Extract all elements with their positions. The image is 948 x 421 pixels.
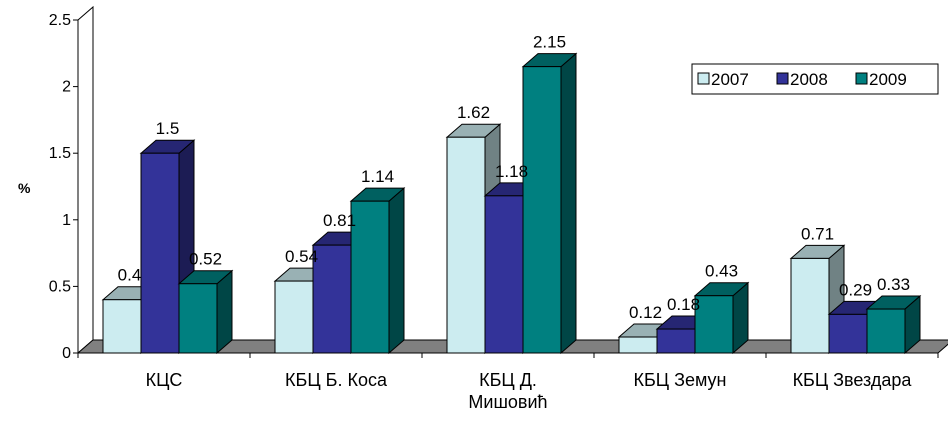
- bar-2009: [693, 281, 750, 355]
- category-label: КБЦ Б. Коса: [285, 370, 388, 390]
- y-tick-label: 2: [62, 79, 71, 96]
- data-label: 0.29: [839, 280, 872, 299]
- data-labels: 0.4 1.5 0.52 0.54 0.81 1.14 1.62 1.18 2.15 0.12 0.…: [118, 33, 910, 322]
- category-label: КБЦ Д. Мишовић: [468, 370, 547, 412]
- bar-2008: [139, 139, 196, 355]
- side-wall: [77, 5, 94, 355]
- x-axis: КЦС КБЦ Б. Коса КБЦ Д. Мишовић КБЦ Земун КБЦ …: [77, 352, 939, 412]
- bars: [101, 52, 922, 355]
- legend: 2007 2008 2009: [691, 63, 939, 95]
- data-label: 0.18: [667, 295, 700, 314]
- data-label: 0.52: [189, 250, 222, 269]
- y-axis: 0 0.5 1 1.5 2 2.5: [49, 12, 79, 362]
- y-tick-label: 2.5: [49, 12, 71, 29]
- legend-label: 2008: [790, 70, 828, 89]
- legend-swatch: [855, 72, 868, 85]
- legend-label: 2009: [869, 70, 907, 89]
- bar-2009: [865, 294, 922, 355]
- bar-2009: [349, 187, 406, 355]
- bar-2009: [521, 52, 578, 355]
- data-label: 2.15: [533, 33, 566, 52]
- legend-label: 2007: [711, 70, 749, 89]
- category-label: КБЦ Земун: [633, 370, 726, 390]
- y-tick-label: 0: [62, 345, 71, 362]
- y-tick-label: 1.5: [49, 145, 71, 162]
- data-label: 1.5: [156, 119, 180, 138]
- legend-swatch: [776, 72, 789, 85]
- legend-swatch: [697, 72, 710, 85]
- data-label: 1.62: [457, 103, 490, 122]
- y-tick-label: 0.5: [49, 278, 71, 295]
- data-label: 1.14: [361, 167, 394, 186]
- data-label: 0.71: [801, 224, 834, 243]
- category-label: КБЦ Звездара: [793, 370, 913, 390]
- category-label: КЦС: [146, 370, 183, 390]
- data-label: 0.12: [629, 303, 662, 322]
- y-axis-title: %: [18, 180, 31, 196]
- data-label: 0.81: [323, 211, 356, 230]
- data-label: 0.54: [285, 247, 318, 266]
- legend-box: [691, 63, 939, 95]
- data-label: 0.43: [705, 262, 738, 281]
- data-label: 1.18: [495, 162, 528, 181]
- data-label: 0.4: [118, 266, 142, 285]
- y-tick-label: 1: [62, 212, 71, 229]
- data-label: 0.33: [877, 275, 910, 294]
- bar-2009: [177, 269, 234, 355]
